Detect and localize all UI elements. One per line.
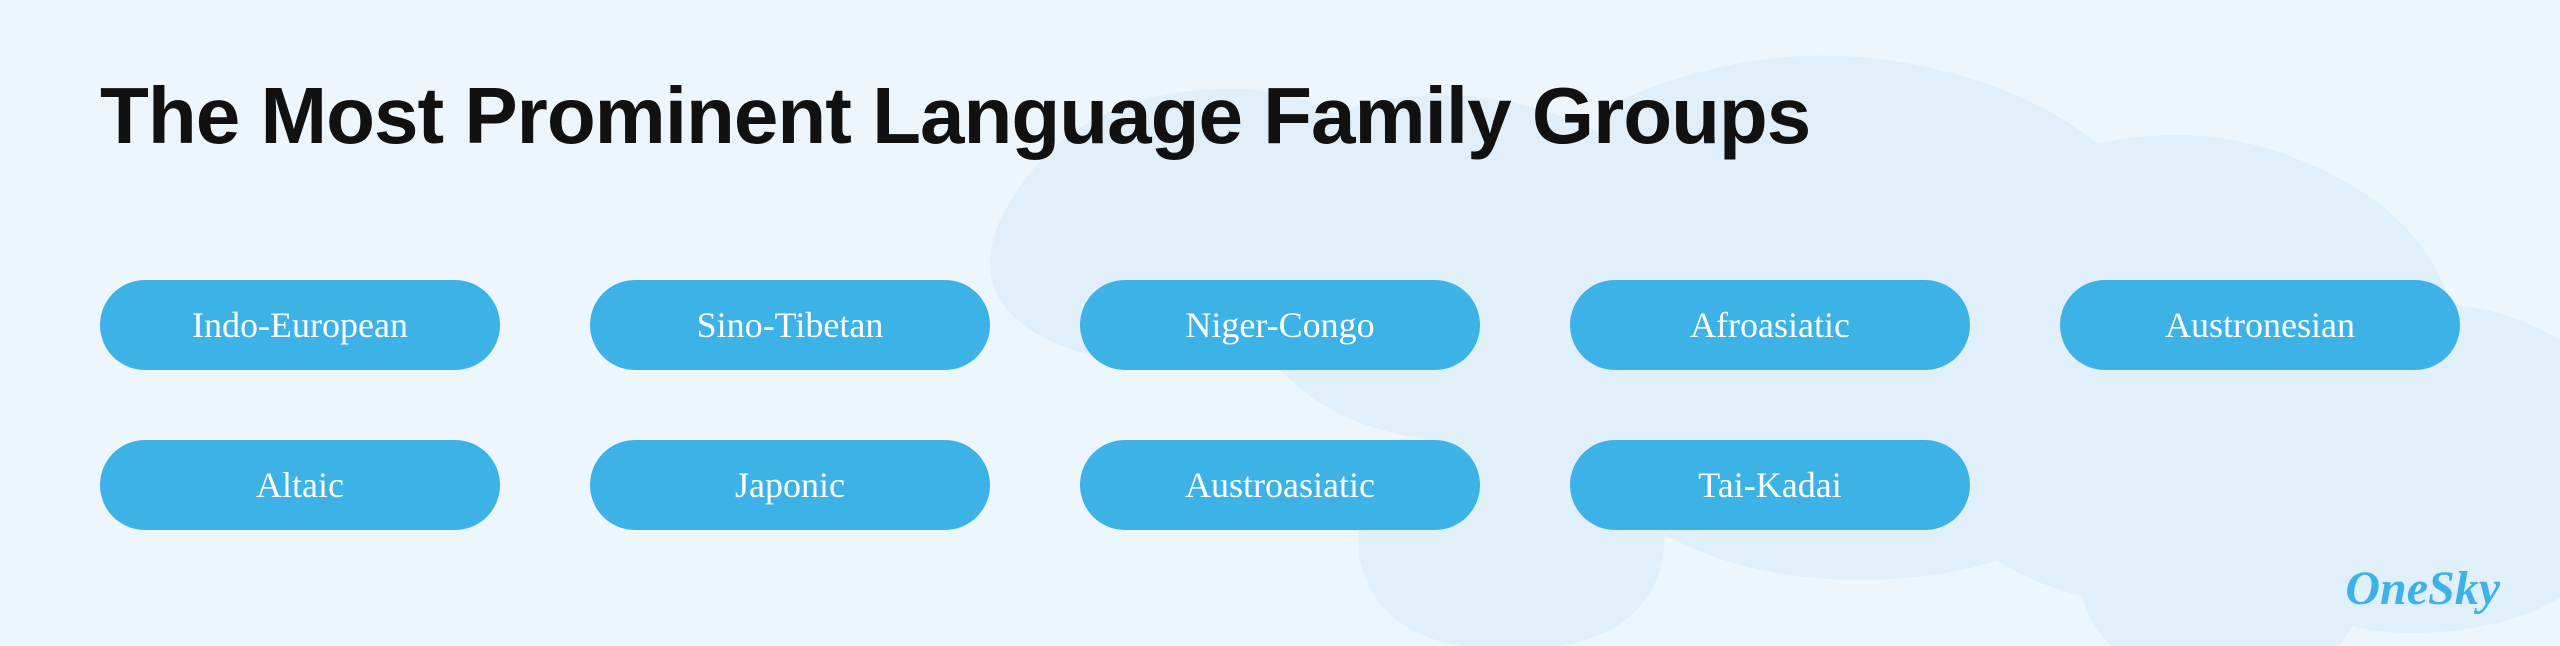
- pill-niger-congo: Niger-Congo: [1080, 280, 1480, 370]
- infographic-title: The Most Prominent Language Family Group…: [100, 70, 1810, 162]
- pill-sino-tibetan: Sino-Tibetan: [590, 280, 990, 370]
- infographic-canvas: The Most Prominent Language Family Group…: [0, 0, 2560, 646]
- pill-indo-european: Indo-European: [100, 280, 500, 370]
- pill-grid: Indo-European Sino-Tibetan Niger-Congo A…: [100, 280, 2460, 530]
- pill-afroasiatic: Afroasiatic: [1570, 280, 1970, 370]
- pill-tai-kadai: Tai-Kadai: [1570, 440, 1970, 530]
- pill-japonic: Japonic: [590, 440, 990, 530]
- pill-austronesian: Austronesian: [2060, 280, 2460, 370]
- brand-logo: OneSky: [2345, 561, 2500, 616]
- pill-austroasiatic: Austroasiatic: [1080, 440, 1480, 530]
- pill-altaic: Altaic: [100, 440, 500, 530]
